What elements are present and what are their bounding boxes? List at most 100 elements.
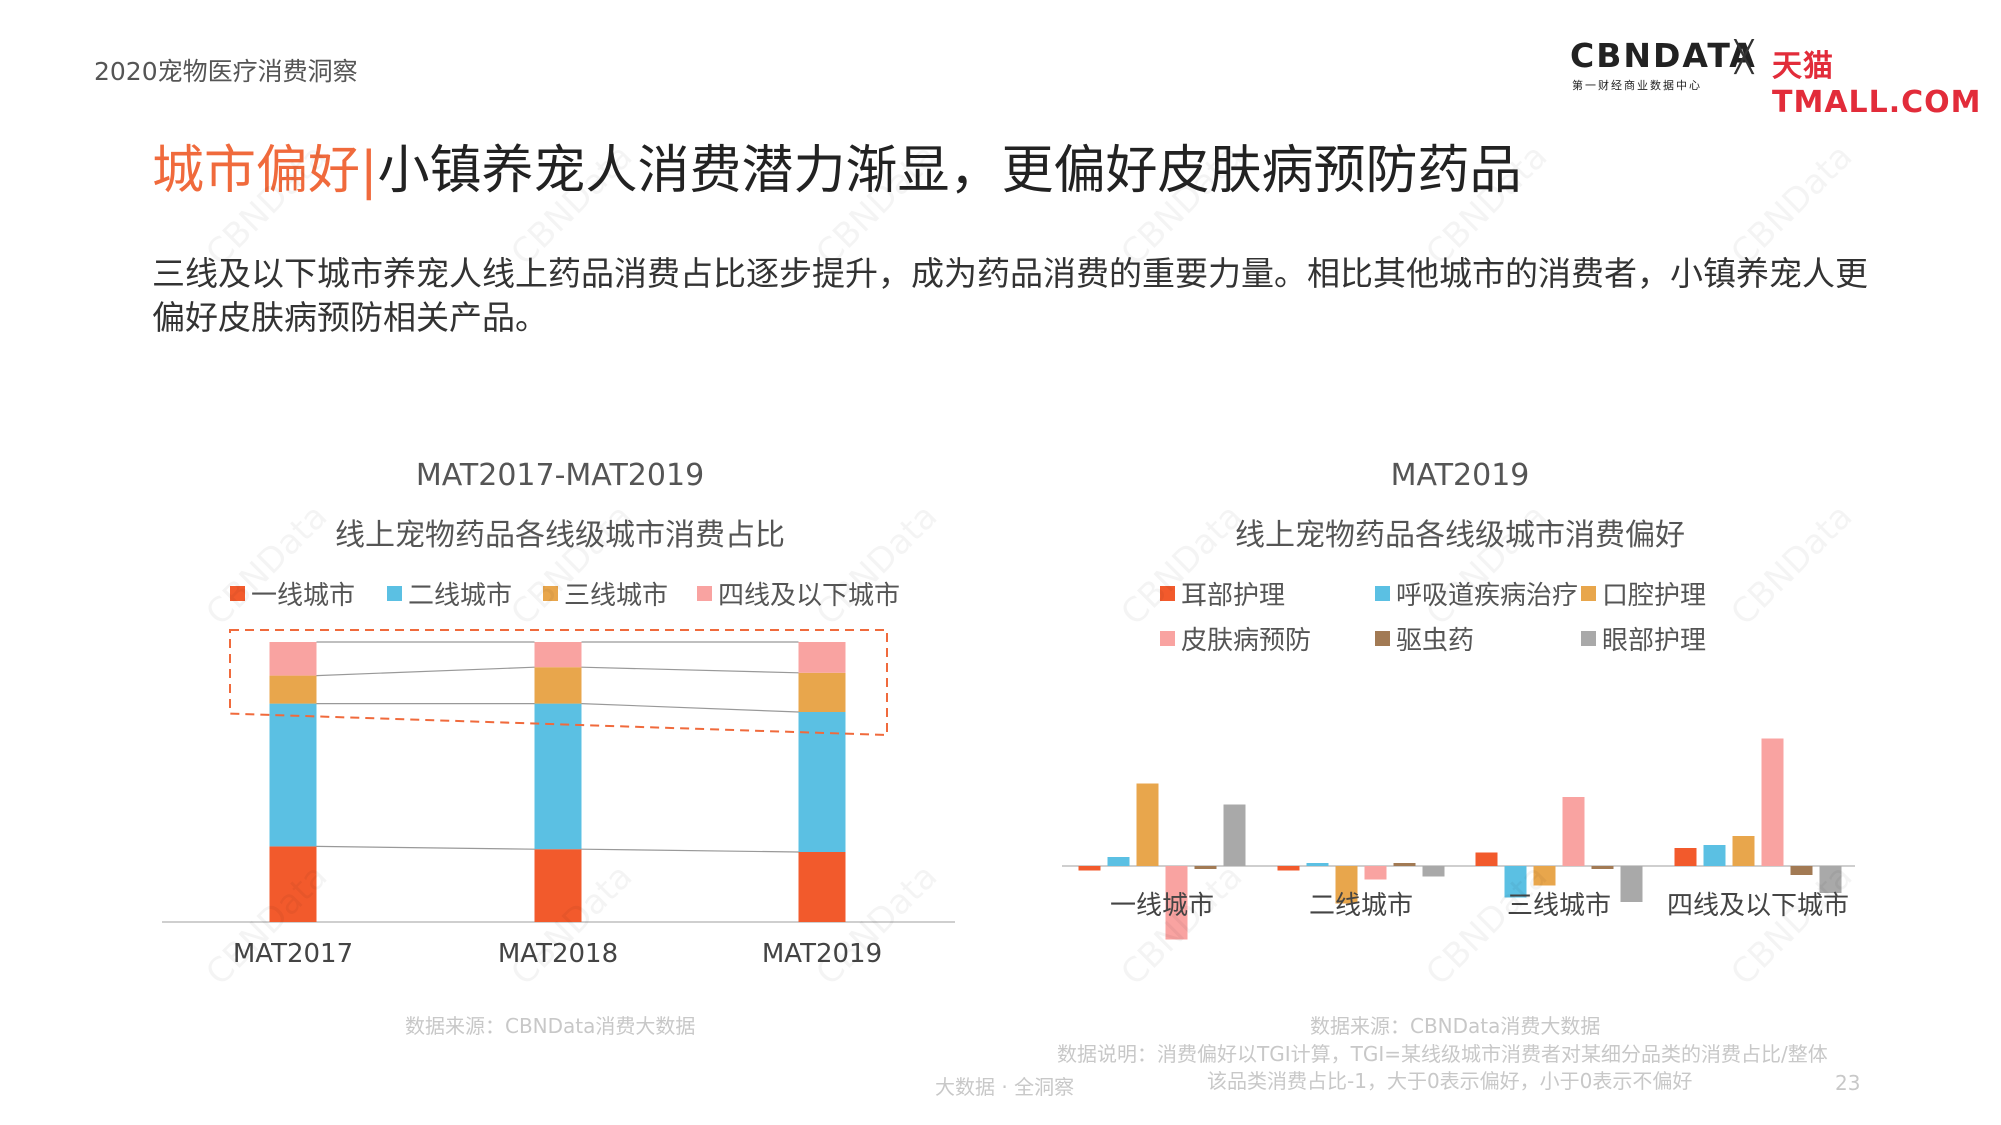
bar	[1223, 804, 1246, 866]
bar-segment	[798, 672, 846, 712]
highlight-box	[229, 629, 888, 737]
right-chart-note-line2: 该品类消费占比-1，大于0表示偏好，小于0表示不偏好	[1207, 1069, 1693, 1093]
legend-label: 二线城市	[408, 581, 513, 611]
connector-line	[581, 703, 799, 713]
bar	[1504, 866, 1527, 898]
left-chart: MAT2017 MAT2018 MAT2019	[162, 629, 955, 969]
legend-label: 口腔护理	[1602, 581, 1707, 611]
bar-segment	[798, 712, 846, 852]
legend-item: 三线城市	[543, 575, 668, 612]
bar-segment	[534, 849, 582, 922]
bar-segment	[534, 703, 582, 850]
bar	[1136, 783, 1159, 866]
left-chart-title: MAT2017-MAT2019	[415, 458, 705, 493]
bar-segment	[534, 642, 582, 668]
legend-label: 驱虫药	[1396, 626, 1475, 656]
title-highlight: 城市偏好	[152, 141, 361, 201]
summary-text: 三线及以下城市养宠人线上药品消费占比逐步提升，成为药品消费的重要力量。相比其他城…	[152, 254, 1868, 337]
bar	[1591, 866, 1614, 869]
legend-item: 呼吸道疾病治疗	[1375, 575, 1578, 612]
legend-label: 一线城市	[251, 581, 356, 611]
legend-label: 皮肤病预防	[1181, 626, 1312, 656]
bar	[1761, 738, 1784, 866]
legend-item: 眼部护理	[1581, 620, 1706, 657]
legend-label: 眼部护理	[1602, 626, 1707, 656]
legend-label: 呼吸道疾病治疗	[1396, 581, 1579, 611]
bar	[1422, 866, 1445, 877]
bar	[1194, 866, 1217, 869]
bar	[1674, 848, 1697, 866]
x-tick-label: MAT2019	[762, 939, 882, 969]
bar	[1620, 866, 1643, 902]
legend-item: 驱虫药	[1375, 620, 1474, 657]
left-chart-legend: 一线城市 二线城市 三线城市 四线及以下城市	[230, 575, 930, 612]
left-chart-subtitle: 线上宠物药品各线级城市消费占比	[335, 518, 785, 553]
bar	[1475, 852, 1498, 866]
bar	[1393, 863, 1416, 866]
page-number: 23	[1835, 1071, 1861, 1095]
bar	[1364, 866, 1387, 880]
legend-swatch	[1160, 586, 1175, 601]
x-tick-label: MAT2017	[233, 939, 353, 969]
bar	[1306, 863, 1329, 866]
legend-swatch	[1160, 631, 1175, 646]
legend-swatch	[387, 586, 402, 601]
x-tick-label: 二线城市	[1309, 891, 1413, 921]
x-tick-label: 四线及以下城市	[1667, 891, 1849, 921]
legend-swatch	[1581, 586, 1596, 601]
right-chart-subtitle: 线上宠物药品各线级城市消费偏好	[1235, 518, 1685, 553]
bar	[1732, 836, 1755, 866]
bar	[1703, 845, 1726, 866]
brand-logos: CBNDATA 第一财经商业数据中心 ╳ 天猫TMALL.COM	[1570, 36, 1981, 120]
connector-line	[316, 845, 535, 850]
legend-item: 四线及以下城市	[697, 575, 900, 612]
times-icon: ╳	[1735, 40, 1754, 75]
tmall-logo: 天猫TMALL.COM	[1772, 49, 1982, 120]
legend-label: 三线城市	[564, 581, 669, 611]
legend-item: 耳部护理	[1160, 575, 1285, 612]
right-chart-title: MAT2019	[1390, 458, 1530, 493]
legend-item: 二线城市	[387, 575, 512, 612]
bar	[1165, 866, 1188, 940]
x-tick-label: 一线城市	[1110, 891, 1214, 921]
legend-item: 皮肤病预防	[1160, 620, 1311, 657]
right-chart-legend: 耳部护理 呼吸道疾病治疗 口腔护理皮肤病预防 驱虫药 眼部护理	[1150, 575, 1750, 657]
legend-swatch	[1375, 586, 1390, 601]
legend-swatch	[1581, 631, 1596, 646]
report-name: 2020宠物医疗消费洞察	[94, 57, 358, 86]
connector-line	[581, 666, 799, 674]
left-chart-source: 数据来源：CBNData消费大数据	[405, 1014, 696, 1038]
bar-segment	[798, 642, 846, 673]
legend-label: 耳部护理	[1181, 581, 1286, 611]
connector-line	[316, 666, 535, 677]
bar	[1790, 866, 1813, 875]
bar-segment	[269, 642, 317, 676]
legend-swatch	[230, 586, 245, 601]
watermark: CBNData	[808, 497, 945, 634]
bar	[1819, 866, 1842, 893]
x-tick-label: MAT2018	[498, 939, 618, 969]
title-separator: |	[360, 141, 378, 201]
page-title: 城市偏好|小镇养宠人消费潜力渐显，更偏好皮肤病预防药品	[152, 128, 1522, 203]
footer-tagline: 大数据 · 全洞察	[935, 1075, 1075, 1099]
bar-segment	[534, 667, 582, 704]
bar	[1078, 866, 1101, 871]
bar-segment	[269, 846, 317, 922]
cbn-logo-subtitle: 第一财经商业数据中心	[1572, 79, 1702, 92]
right-chart-source: 数据来源：CBNData消费大数据	[1310, 1014, 1601, 1038]
legend-swatch	[697, 586, 712, 601]
bar-segment	[798, 852, 846, 922]
bar	[1533, 866, 1556, 886]
legend-swatch	[543, 586, 558, 601]
right-chart: 一线城市 二线城市 三线城市 四线及以下城市	[1062, 738, 1855, 940]
bar	[1562, 797, 1585, 866]
right-chart-note-line1: 数据说明：消费偏好以TGI计算，TGI=某线级城市消费者对某细分品类的消费占比/…	[1057, 1042, 1828, 1066]
legend-item: 口腔护理	[1581, 575, 1706, 612]
connector-line	[581, 848, 799, 853]
legend-item: 一线城市	[230, 575, 355, 612]
bar-segment	[269, 703, 317, 847]
x-tick-label: 三线城市	[1507, 891, 1611, 921]
title-text: 小镇养宠人消费潜力渐显，更偏好皮肤病预防药品	[377, 141, 1522, 201]
cbn-logo: CBNDATA	[1570, 36, 1757, 75]
legend-swatch	[1375, 631, 1390, 646]
